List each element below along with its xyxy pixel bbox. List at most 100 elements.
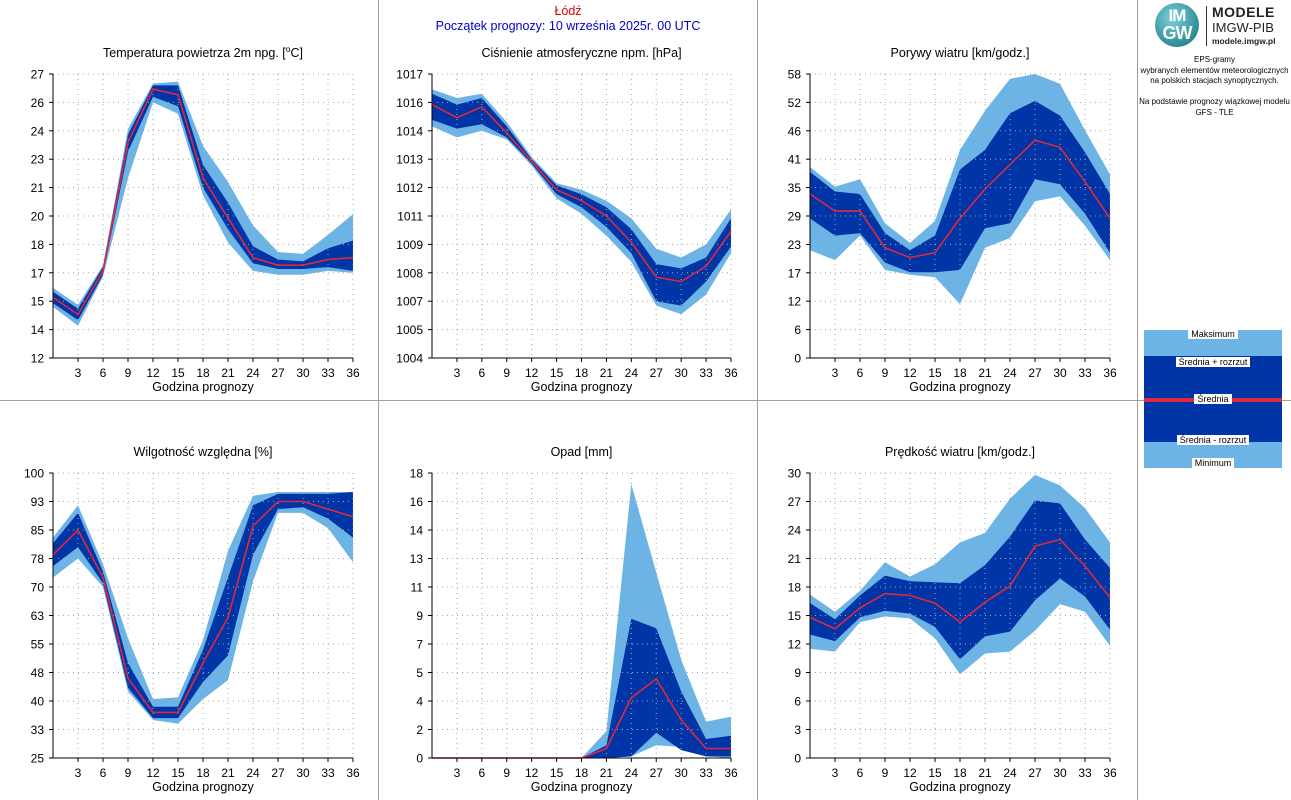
y-tick-label: 1007	[396, 295, 423, 309]
y-tick-label: 1008	[396, 266, 423, 280]
y-tick-label: 1013	[396, 153, 423, 167]
description-line	[1138, 87, 1291, 98]
x-tick-label: 36	[724, 366, 738, 380]
x-tick-label: 12	[903, 366, 917, 380]
y-tick-label: 24	[31, 124, 45, 138]
x-tick-label: 21	[221, 766, 235, 780]
x-tick-label: 24	[625, 766, 639, 780]
x-tick-label: 15	[171, 766, 185, 780]
x-tick-label: 33	[1078, 366, 1092, 380]
y-tick-label: 12	[31, 352, 45, 366]
mean-line	[52, 88, 354, 316]
description: EPS-gramy wybranych elementów meteorolog…	[1138, 55, 1291, 118]
y-tick-label: 70	[31, 581, 45, 595]
y-tick-label: 24	[788, 524, 802, 538]
y-tick-label: 1009	[396, 238, 423, 252]
x-tick-label: 15	[928, 366, 942, 380]
y-tick-label: 18	[410, 467, 424, 481]
y-tick-label: 93	[31, 495, 45, 509]
y-tick-label: 55	[31, 638, 45, 652]
x-axis-label: Godzina prognozy	[531, 780, 633, 794]
station-name: Łódź	[554, 4, 582, 18]
x-tick-label: 12	[525, 766, 539, 780]
y-tick-label: 35	[788, 181, 802, 195]
y-tick-label: 25	[31, 752, 45, 766]
mean-line	[52, 500, 354, 714]
y-tick-label: 9	[416, 609, 423, 623]
legend: Maksimum Średnia + rozrzut Średnia Średn…	[1144, 329, 1282, 468]
y-tick-label: 48	[31, 666, 45, 680]
x-tick-label: 6	[857, 766, 864, 780]
y-tick-label: 46	[788, 124, 802, 138]
y-tick-label: 1014	[396, 124, 423, 138]
x-tick-label: 6	[478, 366, 485, 380]
y-tick-label: 21	[788, 552, 802, 566]
x-tick-label: 33	[321, 766, 335, 780]
x-tick-label: 21	[600, 366, 614, 380]
x-tick-label: 18	[196, 366, 210, 380]
x-tick-label: 18	[196, 766, 210, 780]
y-tick-label: 30	[788, 467, 802, 481]
y-tick-label: 1012	[396, 181, 423, 195]
description-line: GFS - TLE	[1195, 107, 1234, 117]
x-tick-label: 12	[525, 366, 539, 380]
chart-panel-2: Ciśnienie atmosferyczne npm. [hPa] 1004 10…	[396, 46, 738, 394]
band-spread	[810, 100, 1110, 273]
y-tick-label: 17	[788, 266, 802, 280]
legend-label-max: Maksimum	[1144, 329, 1282, 339]
forecast-header: Łódź Początek prognozy: 10 września 2025…	[379, 4, 757, 34]
y-tick-label: 7	[416, 638, 423, 652]
x-tick-label: 3	[454, 766, 461, 780]
side-panel: IM GW MODELE IMGW-PIB modele.imgw.pl EPS…	[1138, 0, 1291, 800]
mean-line	[809, 538, 1111, 630]
y-tick-label: 29	[788, 210, 802, 224]
x-tick-label: 24	[625, 366, 639, 380]
imgw-logo-icon: IM GW	[1155, 3, 1199, 47]
y-tick-label: 16	[410, 495, 424, 509]
chart-title: Porywy wiatru [km/godz.]	[891, 46, 1030, 60]
y-tick-label: 40	[31, 695, 45, 709]
x-tick-label: 3	[75, 766, 82, 780]
x-tick-label: 36	[1103, 366, 1117, 380]
x-tick-label: 6	[100, 766, 107, 780]
y-tick-label: 27	[31, 68, 45, 82]
imgw-logo[interactable]: IM GW MODELE IMGW-PIB modele.imgw.pl	[1146, 3, 1286, 49]
x-tick-label: 9	[125, 766, 132, 780]
y-tick-label: 52	[788, 96, 802, 110]
y-tick-label: 100	[24, 467, 44, 481]
y-tick-label: 27	[788, 495, 802, 509]
x-tick-label: 18	[953, 766, 967, 780]
x-axis-label: Godzina prognozy	[152, 380, 254, 394]
y-tick-label: 6	[794, 695, 801, 709]
x-tick-label: 27	[271, 366, 285, 380]
x-tick-label: 27	[650, 366, 664, 380]
x-tick-label: 6	[478, 766, 485, 780]
grid	[53, 73, 354, 359]
y-tick-label: 23	[788, 238, 802, 252]
y-tick-label: 2	[416, 723, 423, 737]
x-tick-label: 3	[832, 766, 839, 780]
y-tick-label: 1016	[396, 96, 423, 110]
x-tick-label: 21	[978, 366, 992, 380]
logo-org: IMGW-PIB	[1212, 20, 1274, 35]
x-tick-label: 3	[454, 366, 461, 380]
x-tick-label: 21	[221, 366, 235, 380]
x-tick-label: 24	[1003, 366, 1017, 380]
y-tick-label: 17	[31, 266, 45, 280]
x-tick-label: 36	[1103, 766, 1117, 780]
y-tick-label: 1005	[396, 323, 423, 337]
chart-panel-4: Wilgotność względna [%]25334048556370788…	[24, 445, 360, 794]
y-tick-label: 0	[416, 752, 423, 766]
x-tick-label: 30	[296, 766, 310, 780]
x-tick-label: 15	[928, 766, 942, 780]
x-tick-label: 33	[699, 766, 713, 780]
legend-label-mean-minus: Średnia - rozrzut	[1144, 435, 1282, 445]
y-tick-label: 58	[788, 68, 802, 82]
chart-title: Prędkość wiatru [km/godz.]	[885, 445, 1035, 459]
logo-site-link[interactable]: modele.imgw.pl	[1212, 36, 1276, 46]
x-tick-label: 18	[953, 366, 967, 380]
x-tick-label: 9	[503, 766, 510, 780]
